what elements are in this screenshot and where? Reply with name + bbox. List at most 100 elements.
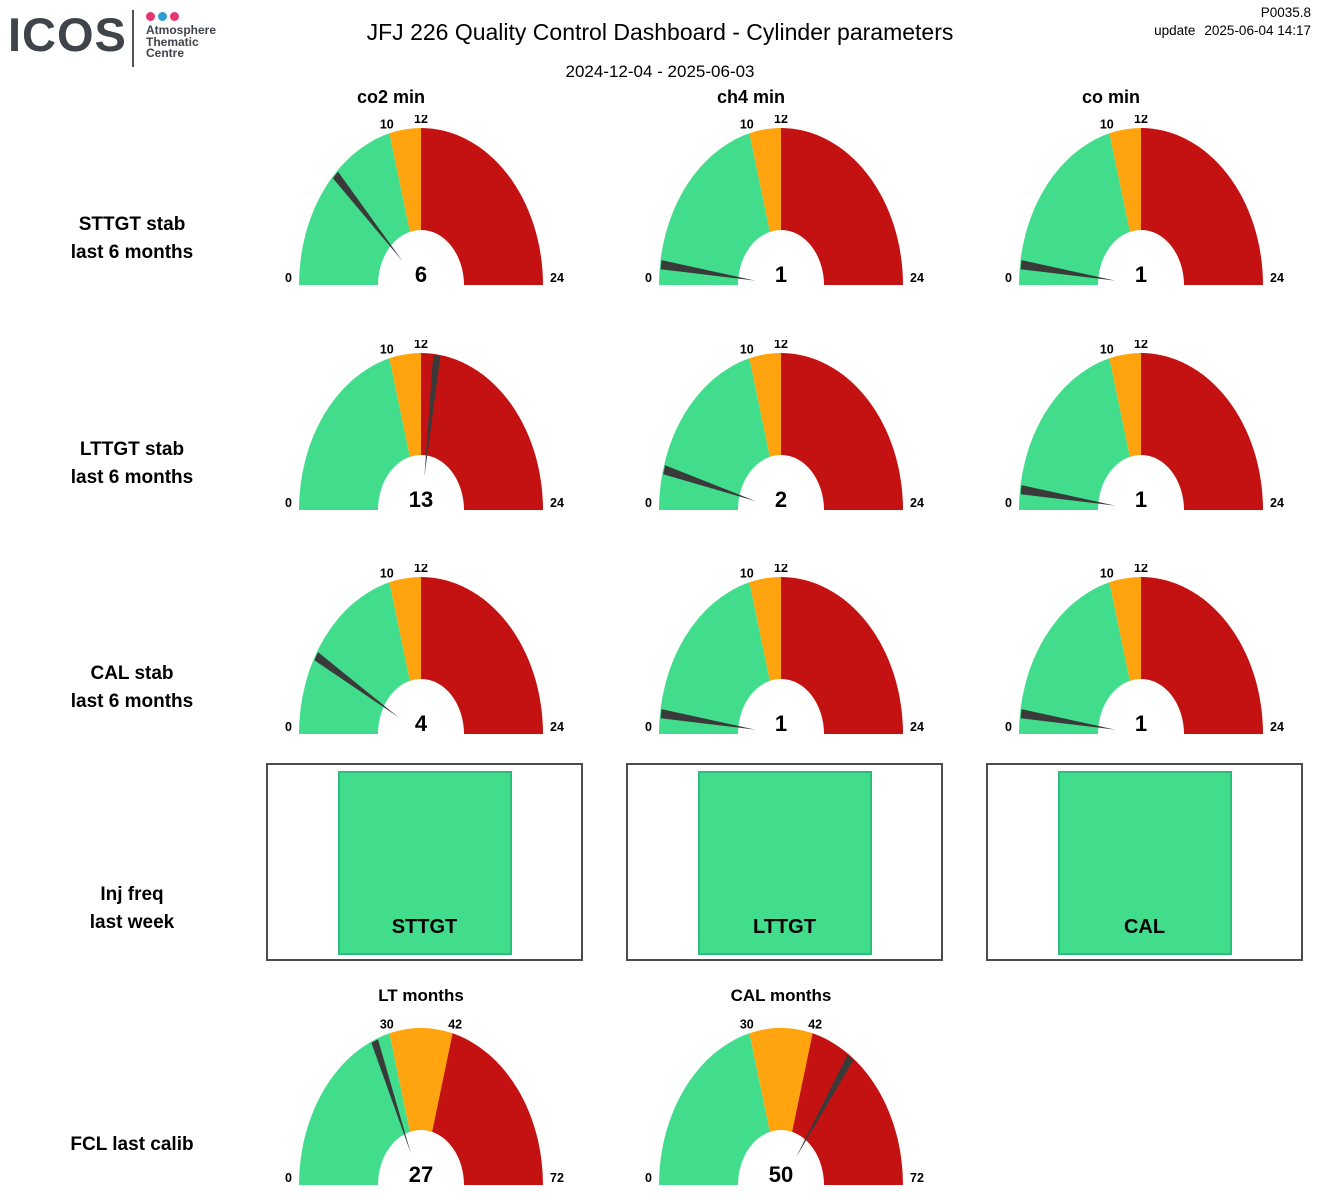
gauge-tick-label: 10 <box>740 343 754 357</box>
gauge-band <box>1019 582 1130 734</box>
gauge-tick-label: 72 <box>910 1171 924 1185</box>
gauge-sttgt-stab-co: 0 10 12 24 1 <box>1005 115 1284 287</box>
gauge-lttgt-stab-co2: 0 10 12 24 13 <box>285 340 564 512</box>
status-box-sttgt: STTGT <box>266 763 583 961</box>
gauge-band <box>749 1027 813 1132</box>
row-label-line: Inj freq <box>100 884 164 905</box>
gauge-tick-label: 24 <box>910 496 924 510</box>
gauge-tick-label: 12 <box>774 564 788 575</box>
gauge-band <box>299 133 410 285</box>
gauge-lttgt-stab-co: 0 10 12 24 1 <box>1005 340 1284 512</box>
logo-dot-icon <box>146 12 155 21</box>
gauge-band <box>749 576 781 681</box>
gauge-tick-label: 24 <box>1270 720 1284 734</box>
gauge-tick-label: 0 <box>1005 271 1012 285</box>
row-label-inj-freq: Inj freq last week <box>12 881 252 937</box>
gauge-tick-label: 24 <box>550 496 564 510</box>
gauge-band <box>749 352 781 457</box>
gauge-tick-label: 12 <box>414 115 428 126</box>
gauge-band <box>781 353 903 510</box>
row-label-line: last 6 months <box>70 242 194 263</box>
row-label-line: CAL stab <box>90 663 174 684</box>
status-label: STTGT <box>391 916 458 938</box>
gauge-tick-label: 10 <box>1100 343 1114 357</box>
gauge-band <box>792 1033 903 1185</box>
gauge-tick-label: 10 <box>380 118 394 132</box>
gauge-band <box>389 576 421 681</box>
row-label-fcl-last-calib: FCL last calib <box>12 1131 252 1159</box>
status-fill-sttgt: STTGT <box>337 771 512 955</box>
update-label: update <box>1154 23 1196 38</box>
gauge-tick-label: 42 <box>808 1018 822 1032</box>
gauge-band <box>421 577 543 734</box>
row-label-sttgt-stab: STTGT stab last 6 months <box>12 211 252 267</box>
gauge-tick-label: 42 <box>448 1018 462 1032</box>
gauge-tick-label: 0 <box>1005 720 1012 734</box>
gauge-band <box>389 127 421 232</box>
gauge-band <box>1019 133 1130 285</box>
row-label-line: STTGT stab <box>78 214 186 235</box>
gauge-tick-label: 0 <box>285 720 292 734</box>
gauge-tick-label: 0 <box>645 720 652 734</box>
update-datetime: 2025-06-04 14:17 <box>1204 23 1311 38</box>
column-header-co2: co2 min <box>356 87 426 107</box>
gauge-lttgt-stab-ch4: 0 10 12 24 2 <box>645 340 924 512</box>
gauge-needle <box>1020 485 1116 506</box>
logo-org-name: Atmosphere Thematic Centre <box>146 23 217 60</box>
logo-dot-icon <box>170 12 179 21</box>
gauge-cal-stab-co2: 0 10 12 24 4 <box>285 564 564 736</box>
gauge-band <box>1141 353 1263 510</box>
gauge-fcl-cal-months: 0 30 42 72 50 <box>645 1018 924 1187</box>
gauge-band <box>1109 576 1141 681</box>
gauge-value: 13 <box>409 487 433 512</box>
column-header-ch4: ch4 min <box>716 87 786 107</box>
gauge-band <box>781 128 903 285</box>
gauge-tick-label: 0 <box>285 1171 292 1185</box>
gauge-value: 2 <box>775 487 787 512</box>
report-code: P0035.8 <box>1260 5 1311 20</box>
gauge-tick-label: 12 <box>1134 564 1148 575</box>
gauge-sttgt-stab-co2: 0 10 12 24 6 <box>285 115 564 287</box>
logo-org-line: Atmosphere <box>146 23 217 37</box>
logo-dots-icon <box>146 12 182 21</box>
gauge-value: 1 <box>1135 711 1147 736</box>
gauge-band <box>389 1027 453 1132</box>
gauge-band <box>421 128 543 285</box>
gauge-tick-label: 0 <box>645 1171 652 1185</box>
status-box-lttgt: LTTGT <box>626 763 943 961</box>
gauge-value: 6 <box>415 262 427 287</box>
gauge-tick-label: 24 <box>910 720 924 734</box>
gauge-tick-label: 12 <box>1134 115 1148 126</box>
gauge-tick-label: 30 <box>380 1018 394 1032</box>
gauge-tick-label: 10 <box>740 118 754 132</box>
gauge-band <box>1109 352 1141 457</box>
gauge-sttgt-stab-ch4: 0 10 12 24 1 <box>645 115 924 287</box>
row-label-line: last week <box>89 912 175 933</box>
status-label: CAL <box>1123 916 1166 938</box>
gauge-tick-label: 24 <box>1270 496 1284 510</box>
update-timestamp: update 2025-06-04 14:17 <box>1154 23 1311 38</box>
gauge-tick-label: 10 <box>1100 567 1114 581</box>
gauge-band <box>1019 358 1130 510</box>
gauge-tick-label: 0 <box>285 271 292 285</box>
gauge-needle <box>371 1039 412 1155</box>
gauge-band <box>749 127 781 232</box>
gauge-tick-label: 12 <box>774 115 788 126</box>
row-label-line: last 6 months <box>70 467 194 488</box>
gauge-tick-label: 0 <box>645 271 652 285</box>
gauge-band <box>299 1033 410 1185</box>
page-title: JFJ 226 Quality Control Dashboard - Cyli… <box>366 19 954 45</box>
gauge-tick-label: 12 <box>1134 340 1148 351</box>
gauge-band <box>659 582 770 734</box>
gauge-tick-label: 0 <box>1005 496 1012 510</box>
gauge-tick-label: 10 <box>380 343 394 357</box>
gauge-band <box>1141 577 1263 734</box>
gauge-band <box>1141 128 1263 285</box>
gauge-tick-label: 0 <box>645 496 652 510</box>
gauge-band <box>432 1033 543 1185</box>
row-label-line: last 6 months <box>70 691 194 712</box>
gauge-needle <box>795 1054 854 1158</box>
status-fill-lttgt: LTTGT <box>697 771 872 955</box>
gauge-needle <box>660 709 756 730</box>
gauge-band <box>421 353 543 510</box>
